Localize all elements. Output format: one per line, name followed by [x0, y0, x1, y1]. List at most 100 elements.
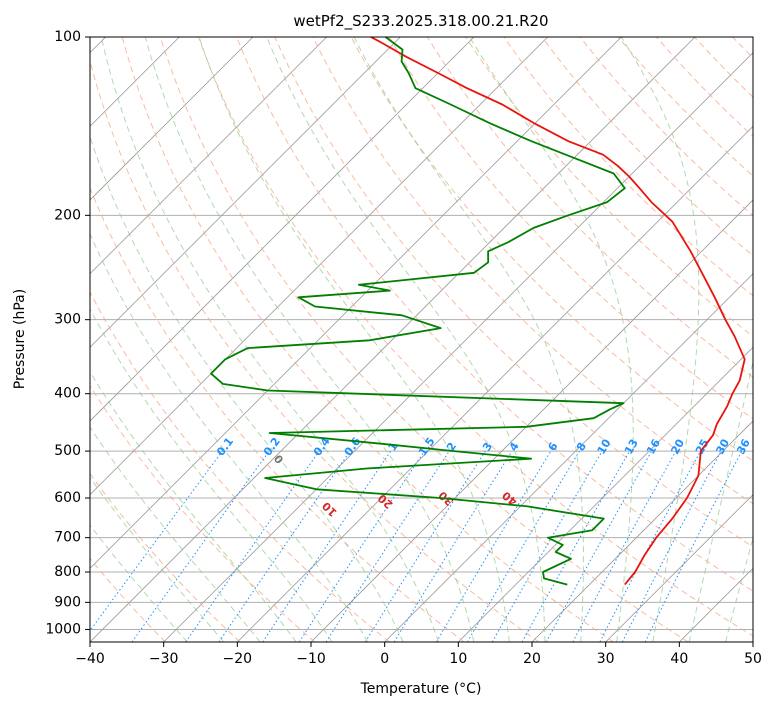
- background-lines: [90, 37, 775, 642]
- dry-adiabat-line: [90, 291, 390, 642]
- y-tick-label: 100: [54, 29, 81, 45]
- dewpoint-profile-line: [210, 37, 626, 586]
- x-tick-label: 40: [670, 651, 688, 667]
- mixing-ratio-label: 10: [595, 437, 614, 457]
- x-tick-label: −40: [75, 651, 105, 667]
- background-line-labels: -100-90-80-70-60-50-40-30-20-100.10.20.4…: [214, 435, 753, 519]
- mixing-ratio-line: [393, 450, 513, 642]
- mixing-ratio-label: 13: [622, 437, 641, 457]
- mixing-ratio-label: 0.1: [214, 435, 236, 458]
- y-tick-label: 200: [54, 207, 81, 223]
- mixing-ratio-line: [185, 450, 320, 642]
- dry-adiabat-line: [90, 186, 465, 642]
- mixing-ratio-label: 30: [714, 437, 733, 457]
- moist-adiabat-line: [90, 524, 188, 642]
- dry-adiabat-line: [617, 37, 753, 177]
- isotherm-line: [310, 199, 753, 642]
- chart-title: wetPf2_S233.2025.318.00.21.R20: [293, 12, 548, 31]
- moist-adiabat-line: [353, 37, 584, 642]
- dry-adiabat-line: [90, 384, 316, 642]
- y-tick-label: 900: [54, 594, 81, 610]
- dry-adiabat-line: [732, 37, 753, 59]
- dry-adiabat-line: [198, 37, 753, 637]
- mixing-ratio-line: [467, 450, 580, 642]
- x-tick-label: 10: [449, 651, 467, 667]
- mixing-ratio-label: 0.6: [342, 435, 364, 459]
- moist-adiabat-line: [469, 37, 634, 642]
- temperature-profile-line: [370, 37, 746, 586]
- dry-adiabat-line: [312, 37, 753, 505]
- mixing-ratio-line: [131, 450, 270, 642]
- isotherm-line: [90, 37, 401, 348]
- dry-adiabat-line: [771, 37, 775, 642]
- y-tick-label: 400: [54, 386, 81, 402]
- dry-adiabat-line: [236, 37, 753, 592]
- moist-adiabat-line: [100, 37, 439, 642]
- x-tick-label: 0: [380, 651, 389, 667]
- x-axis-label: Temperature (°C): [360, 681, 482, 697]
- profile-lines: [210, 37, 746, 586]
- y-tick-label: 800: [54, 564, 81, 580]
- y-axis: 100 200 300 400 500 600 700 800 900 1000: [45, 29, 90, 637]
- dry-adiabat-line: [159, 37, 689, 642]
- isotherm-line: [90, 37, 548, 496]
- x-tick-label: 30: [597, 651, 615, 667]
- mixing-ratio-line: [325, 450, 450, 642]
- moist-adiabat-line: [90, 135, 404, 642]
- dry-adiabat-label: 10: [319, 499, 339, 519]
- mixing-ratio-line: [218, 450, 351, 642]
- moist-adiabat-line: [90, 370, 297, 642]
- dry-adiabat-line: [426, 37, 753, 378]
- y-tick-label: 700: [54, 530, 81, 546]
- y-tick-label: 1000: [45, 621, 81, 637]
- dry-adiabat-line: [274, 37, 753, 548]
- dry-adiabat-line: [503, 37, 753, 297]
- y-tick-label: 600: [54, 490, 81, 506]
- isotherm-line: [384, 273, 753, 642]
- isotherm-line: [531, 420, 753, 642]
- y-tick-label: 300: [54, 312, 81, 328]
- dry-adiabat-line: [90, 472, 241, 642]
- x-tick-label: −20: [223, 651, 253, 667]
- isotherm-line: [90, 37, 622, 569]
- moist-adiabat-line: [90, 232, 369, 642]
- moist-adiabat-line: [144, 37, 475, 642]
- moist-adiabat-line: [266, 37, 546, 642]
- isotherm-line: [679, 567, 753, 642]
- isotherm-line: [458, 346, 753, 642]
- dry-adiabat-line: [541, 37, 753, 257]
- dry-adiabat-line: [656, 37, 753, 138]
- isotherm-line: [237, 125, 753, 642]
- mixing-ratio-line: [521, 450, 630, 642]
- isotherm-line: [163, 52, 753, 642]
- x-tick-label: −30: [149, 651, 179, 667]
- moist-adiabat-line: [725, 536, 753, 642]
- dry-adiabat-line: [465, 37, 753, 337]
- y-axis-label: Pressure (hPa): [12, 289, 28, 389]
- mixing-ratio-line: [90, 450, 223, 632]
- moist-adiabat-line: [90, 307, 333, 642]
- x-axis: −40 −30 −20 −10 0 10 20 30 40 50: [75, 642, 762, 667]
- isotherm-line: [90, 37, 254, 201]
- mixing-ratio-line: [545, 450, 653, 642]
- moist-adiabat-line: [90, 426, 261, 642]
- moist-adiabat-line: [620, 37, 700, 642]
- dry-adiabat-line: [388, 37, 753, 420]
- moist-adiabat-line: [688, 358, 753, 642]
- x-tick-label: 20: [523, 651, 541, 667]
- y-tick-label: 500: [54, 443, 81, 459]
- isotherm-line: [90, 37, 475, 422]
- dry-adiabat-line: [121, 37, 614, 642]
- dry-adiabat-line: [90, 59, 540, 642]
- dry-adiabat-line: [694, 37, 753, 98]
- isotherm-line: [90, 37, 696, 642]
- isotherm-line: [752, 641, 753, 642]
- mixing-ratio-line: [435, 450, 552, 642]
- mixing-ratio-line: [621, 450, 722, 642]
- x-tick-label: −10: [296, 651, 326, 667]
- mixing-ratio-line: [491, 450, 603, 642]
- moist-adiabat-line: [198, 37, 510, 642]
- isotherm-line: [90, 37, 327, 275]
- mixing-ratio-line: [364, 450, 486, 642]
